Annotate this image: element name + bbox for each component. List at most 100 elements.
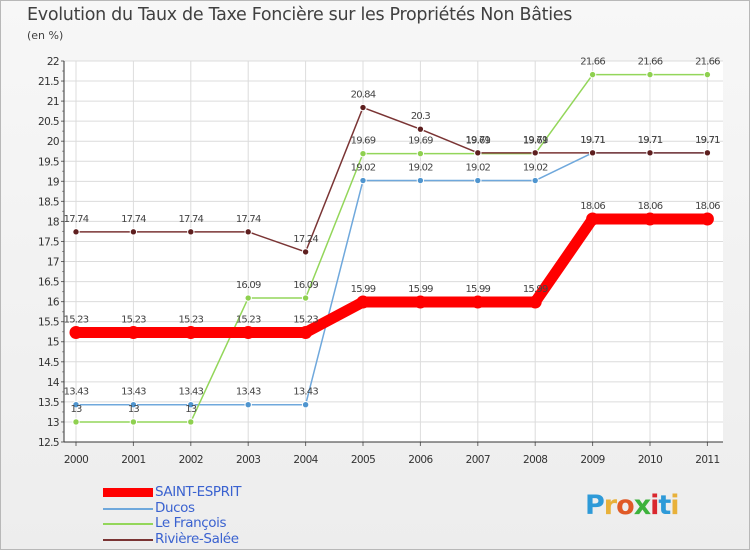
data-label: 17.74 (236, 214, 261, 225)
data-point (187, 418, 195, 426)
legend-swatch (103, 507, 153, 510)
legend-label: Rivière-Salée (155, 530, 239, 547)
data-label: 21.66 (695, 57, 720, 68)
data-label: 19.02 (351, 163, 376, 174)
y-tick-label: 20 (47, 136, 59, 148)
y-tick-label: 20.5 (38, 116, 59, 128)
data-label: 18.06 (580, 201, 605, 212)
data-point (413, 295, 427, 309)
x-tick-label: 2003 (236, 454, 260, 466)
y-tick-label: 17 (47, 257, 59, 269)
data-label: 20.84 (351, 90, 376, 101)
data-label: 19.69 (408, 136, 433, 147)
data-point (416, 176, 425, 185)
data-point (129, 418, 138, 426)
data-point (646, 70, 654, 79)
data-point (187, 228, 195, 236)
data-point (703, 149, 712, 157)
data-point (301, 401, 310, 409)
data-label: 19.69 (351, 136, 376, 147)
x-tick-label: 2008 (523, 454, 547, 466)
data-label: 19.02 (408, 163, 433, 174)
data-label: 18.06 (638, 201, 663, 212)
data-point (703, 70, 712, 79)
data-point (359, 103, 367, 112)
data-label: 15.99 (408, 284, 433, 295)
x-tick-label: 2009 (580, 454, 604, 466)
x-tick-label: 2001 (121, 454, 145, 466)
data-point (187, 401, 195, 409)
y-tick-label: 18.5 (38, 196, 59, 208)
data-label: 19.71 (580, 135, 605, 146)
data-label: 21.66 (638, 57, 663, 68)
data-label: 15.23 (236, 315, 261, 326)
data-point (69, 326, 83, 340)
series-line-rivi-re-sal-e (75, 106, 709, 253)
data-point (531, 149, 539, 157)
data-label: 17.74 (178, 214, 203, 225)
data-label: 13 (70, 404, 82, 415)
data-point (588, 70, 597, 79)
data-point (359, 149, 367, 158)
logo-letter: i (670, 490, 679, 521)
data-label: 18.06 (695, 201, 720, 212)
data-point (586, 212, 600, 226)
data-label: 17.74 (121, 214, 146, 225)
data-label: 19.02 (523, 163, 548, 174)
logo-letter: x (633, 490, 651, 521)
data-label: 13 (185, 404, 197, 415)
y-tick-label: 22 (47, 56, 59, 68)
data-point (588, 149, 597, 157)
data-point (474, 149, 482, 157)
data-label: 19.71 (695, 135, 720, 146)
x-tick-label: 2002 (179, 454, 203, 466)
y-tick-label: 15 (47, 337, 59, 349)
data-point (356, 295, 370, 309)
logo-letter: o (616, 490, 635, 521)
data-label: 21.66 (580, 57, 605, 68)
y-tick-label: 19.5 (38, 156, 59, 168)
data-point (416, 125, 425, 133)
data-point (301, 294, 310, 302)
data-point (646, 149, 654, 157)
data-point (359, 176, 367, 185)
data-point (72, 401, 80, 409)
data-label: 15.23 (121, 315, 146, 326)
plot-area (64, 61, 723, 442)
legend-swatch (103, 523, 153, 525)
x-tick-label: 2010 (638, 454, 662, 466)
y-tick-label: 15.5 (38, 317, 59, 329)
data-label: 13.43 (236, 387, 261, 398)
y-tick-label: 14.5 (38, 357, 59, 369)
data-label: 19.71 (465, 135, 490, 146)
chart-unit-label: (en %) (27, 29, 64, 42)
data-point (471, 295, 485, 309)
legend-label: SAINT-ESPRIT (155, 484, 242, 500)
proxiti-logo: Proxiti (585, 490, 680, 521)
data-label: 15.99 (351, 284, 376, 295)
legend-swatch (103, 538, 153, 541)
series-line-le-fran-ois (75, 73, 709, 423)
data-point (528, 295, 542, 309)
data-label: 19.02 (465, 163, 490, 174)
data-label: 19.71 (523, 135, 548, 146)
legend-label: Le François (155, 515, 227, 531)
logo-letter: P (585, 490, 605, 521)
data-point (474, 176, 482, 185)
data-point (301, 248, 310, 256)
y-tick-label: 21 (47, 96, 59, 108)
logo-letter: i (650, 490, 659, 521)
x-tick-label: 2005 (351, 454, 375, 466)
data-point (241, 326, 255, 340)
y-tick-label: 18 (47, 216, 59, 228)
data-label: 19.69 (523, 136, 548, 147)
data-label: 15.99 (523, 284, 548, 295)
data-label: 15.99 (465, 284, 490, 295)
series-line-saint-esprit (70, 213, 713, 339)
x-tick-label: 2011 (695, 454, 719, 466)
data-point (299, 326, 313, 340)
y-tick-label: 12.5 (38, 437, 59, 449)
data-label: 13.43 (293, 387, 318, 398)
data-label: 13.43 (178, 387, 203, 398)
